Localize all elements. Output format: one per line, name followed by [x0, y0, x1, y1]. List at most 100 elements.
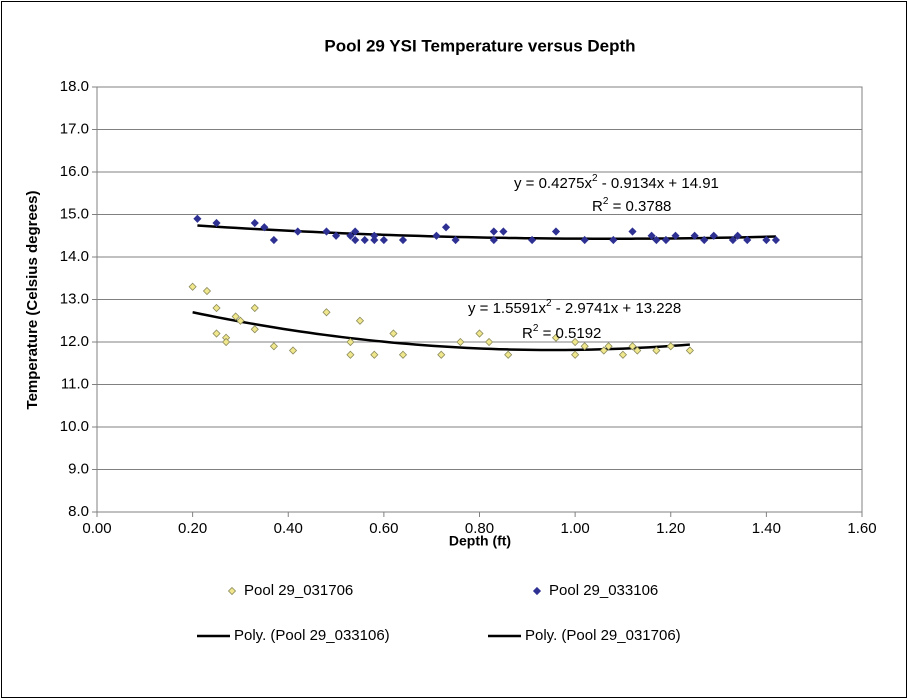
- data-point: [370, 235, 379, 245]
- data-point: [666, 342, 675, 351]
- data-point: [489, 235, 498, 245]
- x-tick-label: 1.40: [752, 520, 781, 537]
- data-point: [652, 235, 661, 245]
- data-point: [571, 337, 580, 347]
- legend-marker: [532, 586, 542, 596]
- trendline: [197, 224, 776, 240]
- trendline-equation-part: 2: [546, 298, 552, 309]
- data-point: [346, 337, 355, 347]
- trendline-r2-part: R: [592, 198, 603, 215]
- data-point: [604, 342, 613, 351]
- data-point: [690, 231, 699, 240]
- data-point: [432, 231, 441, 240]
- data-point: [580, 342, 589, 351]
- data-point: [212, 303, 221, 313]
- data-point: [728, 235, 737, 245]
- trendline-r2-part: = 0.5192: [538, 325, 601, 342]
- trendline-equation: y = 0.4275x2 - 0.9134x + 14.91: [514, 173, 719, 192]
- data-point: [370, 350, 379, 359]
- data-point: [212, 329, 221, 338]
- data-point: [193, 214, 202, 223]
- data-point: [499, 227, 508, 236]
- data-point: [700, 235, 709, 245]
- data-point: [599, 346, 608, 355]
- x-axis-label: Depth (ft): [449, 533, 511, 549]
- trendline-r2: R2 = 0.5192: [522, 323, 601, 342]
- data-point: [398, 235, 408, 245]
- data-point: [260, 223, 269, 232]
- trendline-r2-part: = 0.3788: [608, 198, 671, 215]
- data-point: [580, 235, 589, 245]
- data-point: [618, 350, 628, 359]
- y-tick-label: 15.0: [60, 205, 89, 222]
- data-point: [322, 227, 331, 236]
- data-point: [212, 218, 221, 228]
- y-tick-label: 16.0: [60, 163, 89, 180]
- data-point: [628, 342, 637, 351]
- data-point: [571, 350, 580, 359]
- data-point: [331, 231, 341, 240]
- y-axis-label: Temperature (Celsius degrees): [24, 191, 41, 410]
- x-tick-label: 0.40: [274, 520, 303, 537]
- data-point: [551, 333, 561, 342]
- y-tick-label: 13.0: [60, 290, 89, 307]
- trendline-equation-part: y = 0.4275x: [514, 175, 592, 192]
- data-point: [437, 350, 446, 359]
- data-point: [661, 235, 671, 245]
- y-tick-label: 12.0: [60, 333, 89, 350]
- data-point: [762, 235, 771, 245]
- chart-title: Pool 29 YSI Temperature versus Depth: [324, 36, 635, 55]
- y-tick-label: 18.0: [60, 78, 89, 95]
- data-point: [771, 235, 781, 245]
- trendline-r2-part: 2: [533, 323, 539, 334]
- x-tick-label: 0.00: [82, 520, 111, 537]
- legend-label: Poly. (Pool 29_033106): [234, 627, 390, 644]
- data-point: [360, 235, 369, 245]
- trendline-r2-part: R: [522, 325, 533, 342]
- data-point: [685, 346, 694, 355]
- x-tick-label: 0.80: [465, 520, 494, 537]
- y-tick-label: 14.0: [60, 248, 89, 265]
- x-tick-label: 0.60: [369, 520, 398, 537]
- data-point: [250, 325, 259, 334]
- data-point: [250, 303, 259, 313]
- data-point: [628, 227, 637, 236]
- data-point: [743, 235, 752, 245]
- data-point: [609, 235, 618, 245]
- data-point: [269, 342, 278, 351]
- x-tick-label: 1.20: [656, 520, 685, 537]
- data-point: [379, 235, 388, 245]
- trendline-r2-part: 2: [603, 196, 609, 207]
- data-point: [293, 227, 302, 236]
- y-tick-label: 10.0: [60, 418, 89, 435]
- data-point: [188, 282, 197, 291]
- y-tick-label: 8.0: [68, 503, 89, 520]
- data-point: [389, 329, 398, 338]
- data-point: [202, 286, 212, 296]
- y-tick-label: 9.0: [68, 460, 89, 477]
- trendline-equation-part: y = 1.5591x: [468, 300, 546, 317]
- data-point: [633, 346, 642, 355]
- data-point: [489, 227, 498, 236]
- data-point: [346, 350, 355, 359]
- legend-label: Poly. (Pool 29_031706): [525, 627, 681, 644]
- data-point: [671, 231, 680, 240]
- trendline-r2: R2 = 0.3788: [592, 196, 671, 215]
- data-point: [441, 223, 451, 232]
- data-point: [456, 337, 465, 347]
- data-point: [231, 312, 240, 321]
- data-point: [733, 231, 742, 240]
- y-tick-label: 17.0: [60, 120, 89, 137]
- data-point: [346, 231, 355, 240]
- legend-marker: [227, 586, 237, 596]
- data-point: [528, 235, 537, 245]
- trendline-equation-part: - 0.9134x + 14.91: [598, 175, 719, 192]
- trendline-equation-part: - 2.9741x + 13.228: [552, 300, 682, 317]
- y-tick-label: 11.0: [61, 375, 89, 392]
- data-point: [351, 227, 360, 236]
- legend: Pool 29_031706 Pool 29_033106 Poly. (Pool …: [197, 582, 681, 644]
- trendline-equation: y = 1.5591x2 - 2.9741x + 13.228: [468, 298, 681, 317]
- data-point: [288, 346, 298, 355]
- data-point: [322, 308, 331, 317]
